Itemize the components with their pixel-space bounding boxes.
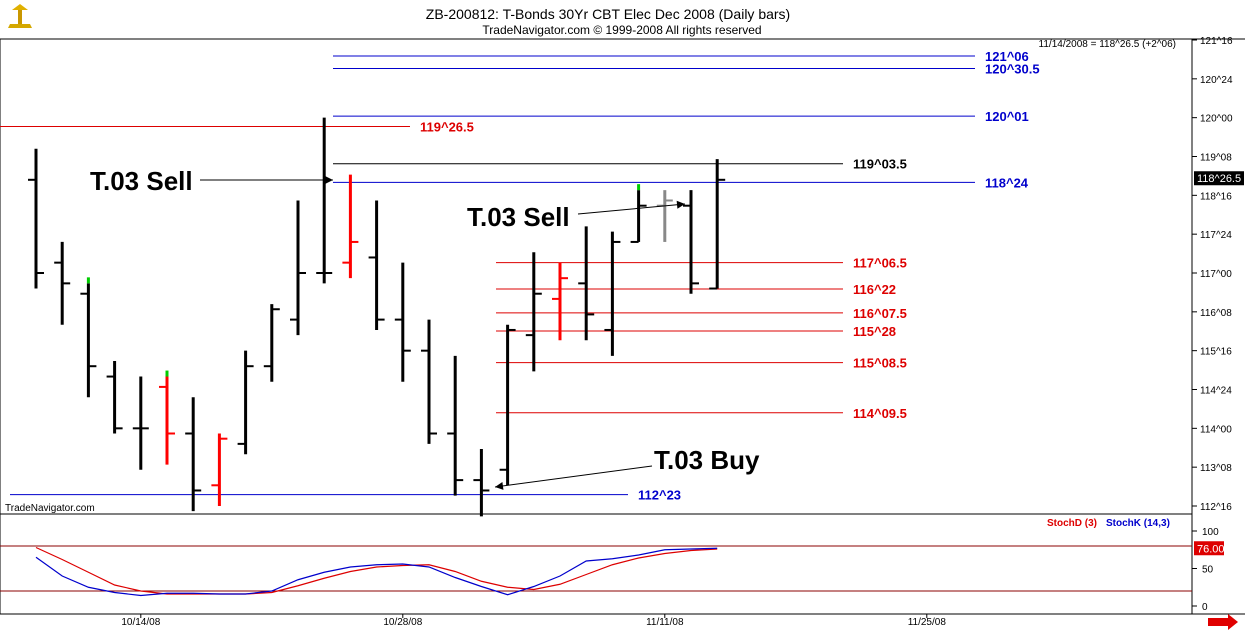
stoch-last-label: 76.00 <box>1197 543 1225 555</box>
x-tick-label: 10/14/08 <box>121 617 160 628</box>
level-label: 112^23 <box>638 488 681 503</box>
level-label: 117^06.5 <box>853 256 907 271</box>
y-tick-label: 116^08 <box>1200 308 1232 319</box>
level-label: 116^22 <box>853 282 896 297</box>
y-tick-label: 119^08 <box>1200 153 1232 164</box>
y-tick-label: 120^00 <box>1200 114 1233 125</box>
chart-subtitle: TradeNavigator.com © 1999-2008 All right… <box>482 23 761 37</box>
ohlc-bar <box>316 117 333 284</box>
x-tick-label: 11/11/08 <box>646 617 684 628</box>
last-price-box <box>1194 171 1244 186</box>
ohlc-bar <box>525 252 542 372</box>
y-tick-label: 120^24 <box>1200 75 1233 86</box>
stoch-d-line <box>35 546 718 595</box>
ohlc-bar <box>604 231 621 356</box>
ohlc-bar <box>54 241 71 325</box>
ohlc-bar <box>630 184 647 243</box>
ohlc-bar <box>368 200 385 330</box>
ohlc-bar <box>473 449 490 517</box>
ohlc-bar <box>578 226 595 341</box>
signal-annotation: T.03 Buy <box>654 445 760 475</box>
annotation-arrowhead <box>325 176 333 184</box>
ohlc-bar <box>237 350 254 455</box>
ohlc-bar <box>447 355 464 496</box>
last-price-label: 118^26.5 <box>1197 173 1241 185</box>
y-tick-label: 118^16 <box>1200 191 1232 202</box>
stoch-last-box <box>1194 541 1224 556</box>
y-tick-label: 117^00 <box>1200 269 1232 280</box>
x-tick-label: 11/25/08 <box>908 617 947 628</box>
ohlc-bar <box>185 397 202 512</box>
ohlc-bar <box>683 190 699 294</box>
annotation-arrowhead <box>495 481 504 490</box>
stoch-k-line <box>35 547 718 597</box>
level-label: 118^24 <box>985 175 1029 190</box>
stoch-k-legend: StochK (14,3) <box>1106 518 1170 529</box>
ohlc-bar <box>211 433 228 506</box>
signal-annotation: T.03 Sell <box>467 202 570 232</box>
y-tick-label: 117^24 <box>1200 230 1232 241</box>
level-label: 120^01 <box>985 109 1029 124</box>
ohlc-bar <box>106 361 123 434</box>
quote-readout: 11/14/2008 = 118^26.5 (+2^06) <box>1039 39 1176 50</box>
y-tick-label: 121^16 <box>1200 36 1233 47</box>
level-label: 119^03.5 <box>853 157 907 172</box>
stoch-tick-label: 0 <box>1202 602 1208 613</box>
ohlc-bar <box>159 370 175 465</box>
watermark: TradeNavigator.com <box>5 503 95 514</box>
y-tick-label: 112^16 <box>1200 502 1232 513</box>
ohlc-bar <box>290 200 306 336</box>
y-tick-label: 113^08 <box>1200 463 1232 474</box>
ohlc-bar <box>394 262 411 382</box>
ohlc-bar <box>80 277 97 398</box>
ohlc-bar <box>28 148 44 289</box>
annotation-arrowhead <box>676 200 685 209</box>
level-label: 115^28 <box>853 324 896 339</box>
chart-title: ZB-200812: T-Bonds 30Yr CBT Elec Dec 200… <box>426 6 790 22</box>
ohlc-bar <box>709 159 726 290</box>
annotation-arrow <box>577 203 686 215</box>
y-tick-label: 114^24 <box>1200 386 1232 397</box>
stoch-tick-label: 50 <box>1202 565 1214 576</box>
x-tick-label: 10/28/08 <box>383 617 422 628</box>
ohlc-bar <box>263 304 280 382</box>
level-label: 119^26.5 <box>420 119 474 134</box>
ohlc-bar <box>342 174 359 279</box>
scroll-right-arrow-icon[interactable] <box>1208 614 1238 630</box>
y-tick-label: 114^00 <box>1200 424 1232 435</box>
level-label: 116^07.5 <box>853 306 907 321</box>
level-label: 114^09.5 <box>853 406 907 421</box>
annotation-arrow <box>494 465 653 488</box>
ohlc-bar <box>552 262 568 341</box>
signal-annotation: T.03 Sell <box>90 166 193 196</box>
ohlc-bar <box>421 319 437 444</box>
ohlc-bar <box>132 376 149 470</box>
logo-icon <box>8 4 32 28</box>
stoch-d-legend: StochD (3) <box>1047 518 1097 529</box>
y-tick-label: 115^16 <box>1200 347 1232 358</box>
stoch-tick-label: 100 <box>1202 527 1219 538</box>
level-label: 121^06 <box>985 49 1029 64</box>
level-label: 120^30.5 <box>985 61 1040 76</box>
level-label: 115^08.5 <box>853 356 907 371</box>
ohlc-bar <box>499 324 516 486</box>
